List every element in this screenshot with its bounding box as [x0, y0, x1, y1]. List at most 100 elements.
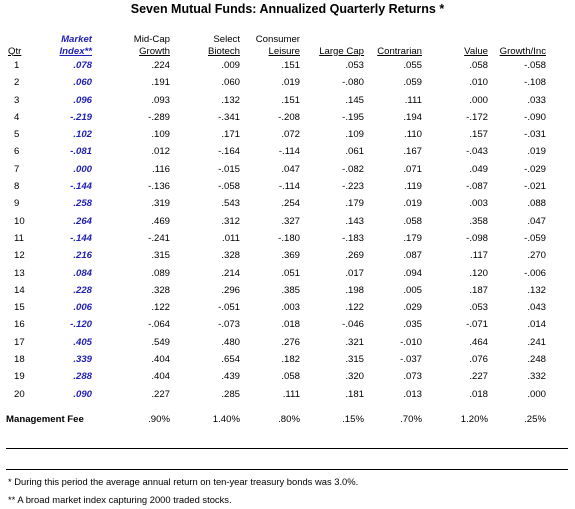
fee-cell: .70% [400, 413, 422, 425]
fee-cell: 1.20% [460, 413, 488, 425]
return-cell: .029 [403, 302, 422, 314]
return-cell: -.136 [148, 181, 170, 193]
return-cell: .047 [281, 163, 300, 175]
return-cell: .005 [403, 284, 422, 296]
return-cell: .480 [221, 336, 240, 348]
return-cell: .058 [403, 215, 422, 227]
return-cell: .117 [470, 250, 488, 262]
table-row: 7 .000 .116 -.015 .047 -.082 .071 .049 -.029 [6, 161, 546, 178]
fee-cell: .15% [342, 413, 364, 425]
table-row: 18 .339 .404 .654 .182 .315 -.037 .076 .248 [6, 351, 546, 368]
table-row: 5 .102 .109 .171 .072 .109 .110 .157 -.031 [6, 126, 546, 143]
return-cell: -.015 [218, 163, 240, 175]
qtr-cell: 7 [14, 163, 20, 175]
return-cell: .404 [151, 354, 170, 366]
return-cell: .191 [151, 77, 170, 89]
footnote-2: ** A broad market index capturing 2000 t… [8, 494, 232, 505]
return-cell: .276 [281, 336, 300, 348]
return-cell: .315 [345, 354, 364, 366]
return-cell: .143 [345, 215, 364, 227]
table-row: 10 .264 .469 .312 .327 .143 .058 .358 .047 [6, 213, 546, 230]
return-cell: .019 [527, 146, 546, 158]
return-cell: .214 [221, 267, 240, 279]
return-cell: -.037 [400, 354, 422, 366]
return-cell: -.064 [148, 319, 170, 331]
management-fee-row: Management Fee .90% 1.40% .80% .15% .70%… [6, 411, 546, 428]
return-cell: -.058 [218, 181, 240, 193]
market-index-cell: -.144 [70, 181, 92, 193]
header-row: Qtr Market Index** Mid-Cap Growth Select Bi… [6, 29, 546, 57]
return-cell: .369 [281, 250, 300, 262]
return-cell: .543 [221, 198, 240, 210]
return-cell: -.059 [524, 232, 546, 244]
return-cell: -.114 [278, 146, 300, 158]
return-cell: .055 [403, 60, 422, 71]
return-cell: .035 [403, 319, 422, 331]
return-cell: .087 [403, 250, 422, 262]
market-index-cell: -.144 [70, 232, 92, 244]
market-index-cell: .216 [73, 250, 92, 262]
market-index-cell: -.219 [70, 111, 92, 123]
market-index-cell: .228 [73, 284, 92, 296]
table-row: 11 -.144 -.241 .011 -.180 -.183 .179 -.098 -.059 [6, 230, 546, 247]
return-cell: -.082 [342, 163, 364, 175]
return-cell: .132 [527, 284, 546, 296]
qtr-cell: 12 [14, 250, 25, 262]
return-cell: .058 [469, 60, 488, 71]
col-header-mid-cap-growth: Mid-Cap Growth [133, 34, 170, 57]
return-cell: .182 [281, 354, 300, 366]
table-row: 6 -.081 .012 -.164 -.114 .061 .167 -.043 .019 [6, 143, 546, 160]
spacer-row [6, 403, 546, 411]
market-index-cell: .096 [73, 94, 92, 106]
return-cell: -.090 [524, 111, 546, 123]
col-header-growth-inc: Growth/Inc [499, 45, 546, 57]
return-cell: -.046 [342, 319, 364, 331]
col-header-consumer-leisure: Consumer Leisure [255, 34, 300, 57]
col-header-qtr: Qtr [8, 45, 22, 57]
return-cell: .111 [282, 388, 300, 400]
return-cell: .319 [151, 198, 170, 210]
market-index-cell: .258 [73, 198, 92, 210]
return-cell: -.108 [524, 77, 546, 89]
qtr-cell: 10 [14, 215, 25, 227]
return-cell: .132 [221, 94, 240, 106]
footnote-1: * During this period the average annual … [8, 476, 359, 487]
return-cell: .018 [281, 319, 300, 331]
fee-cell: .80% [278, 413, 300, 425]
table-row: 15 .006 .122 -.051 .003 .122 .029 .053 .043 [6, 299, 546, 316]
return-cell: .157 [469, 129, 488, 141]
return-cell: .000 [527, 388, 546, 400]
market-index-cell: .102 [73, 129, 92, 141]
return-cell: -.080 [342, 77, 364, 89]
return-cell: .224 [151, 60, 170, 71]
qtr-cell: 1 [14, 60, 20, 71]
return-cell: -.058 [524, 60, 546, 71]
return-cell: .404 [151, 371, 170, 383]
qtr-cell: 16 [14, 319, 25, 331]
return-cell: .179 [345, 198, 364, 210]
return-cell: .227 [151, 388, 170, 400]
return-cell: .254 [281, 198, 300, 210]
return-cell: .003 [281, 302, 300, 314]
qtr-cell: 18 [14, 354, 25, 366]
return-cell: .071 [403, 163, 422, 175]
return-cell: -.180 [278, 232, 300, 244]
return-cell: .328 [221, 250, 240, 262]
return-cell: -.172 [466, 111, 488, 123]
return-cell: .053 [469, 302, 488, 314]
return-cell: .089 [151, 267, 170, 279]
table-row: 16 -.120 -.064 -.073 .018 -.046 .035 -.071 .014 [6, 316, 546, 333]
return-cell: .151 [281, 94, 300, 106]
return-cell: .469 [151, 215, 170, 227]
return-cell: .181 [345, 388, 364, 400]
table-row: 12 .216 .315 .328 .369 .269 .087 .117 .270 [6, 247, 546, 264]
return-cell: .059 [403, 77, 422, 89]
divider-top [6, 448, 568, 449]
return-cell: -.208 [278, 111, 300, 123]
return-cell: .179 [403, 232, 422, 244]
return-cell: .167 [403, 146, 422, 158]
return-cell: .116 [152, 163, 170, 175]
return-cell: .012 [151, 146, 170, 158]
market-index-cell: .090 [73, 388, 92, 400]
return-cell: .151 [281, 60, 300, 71]
